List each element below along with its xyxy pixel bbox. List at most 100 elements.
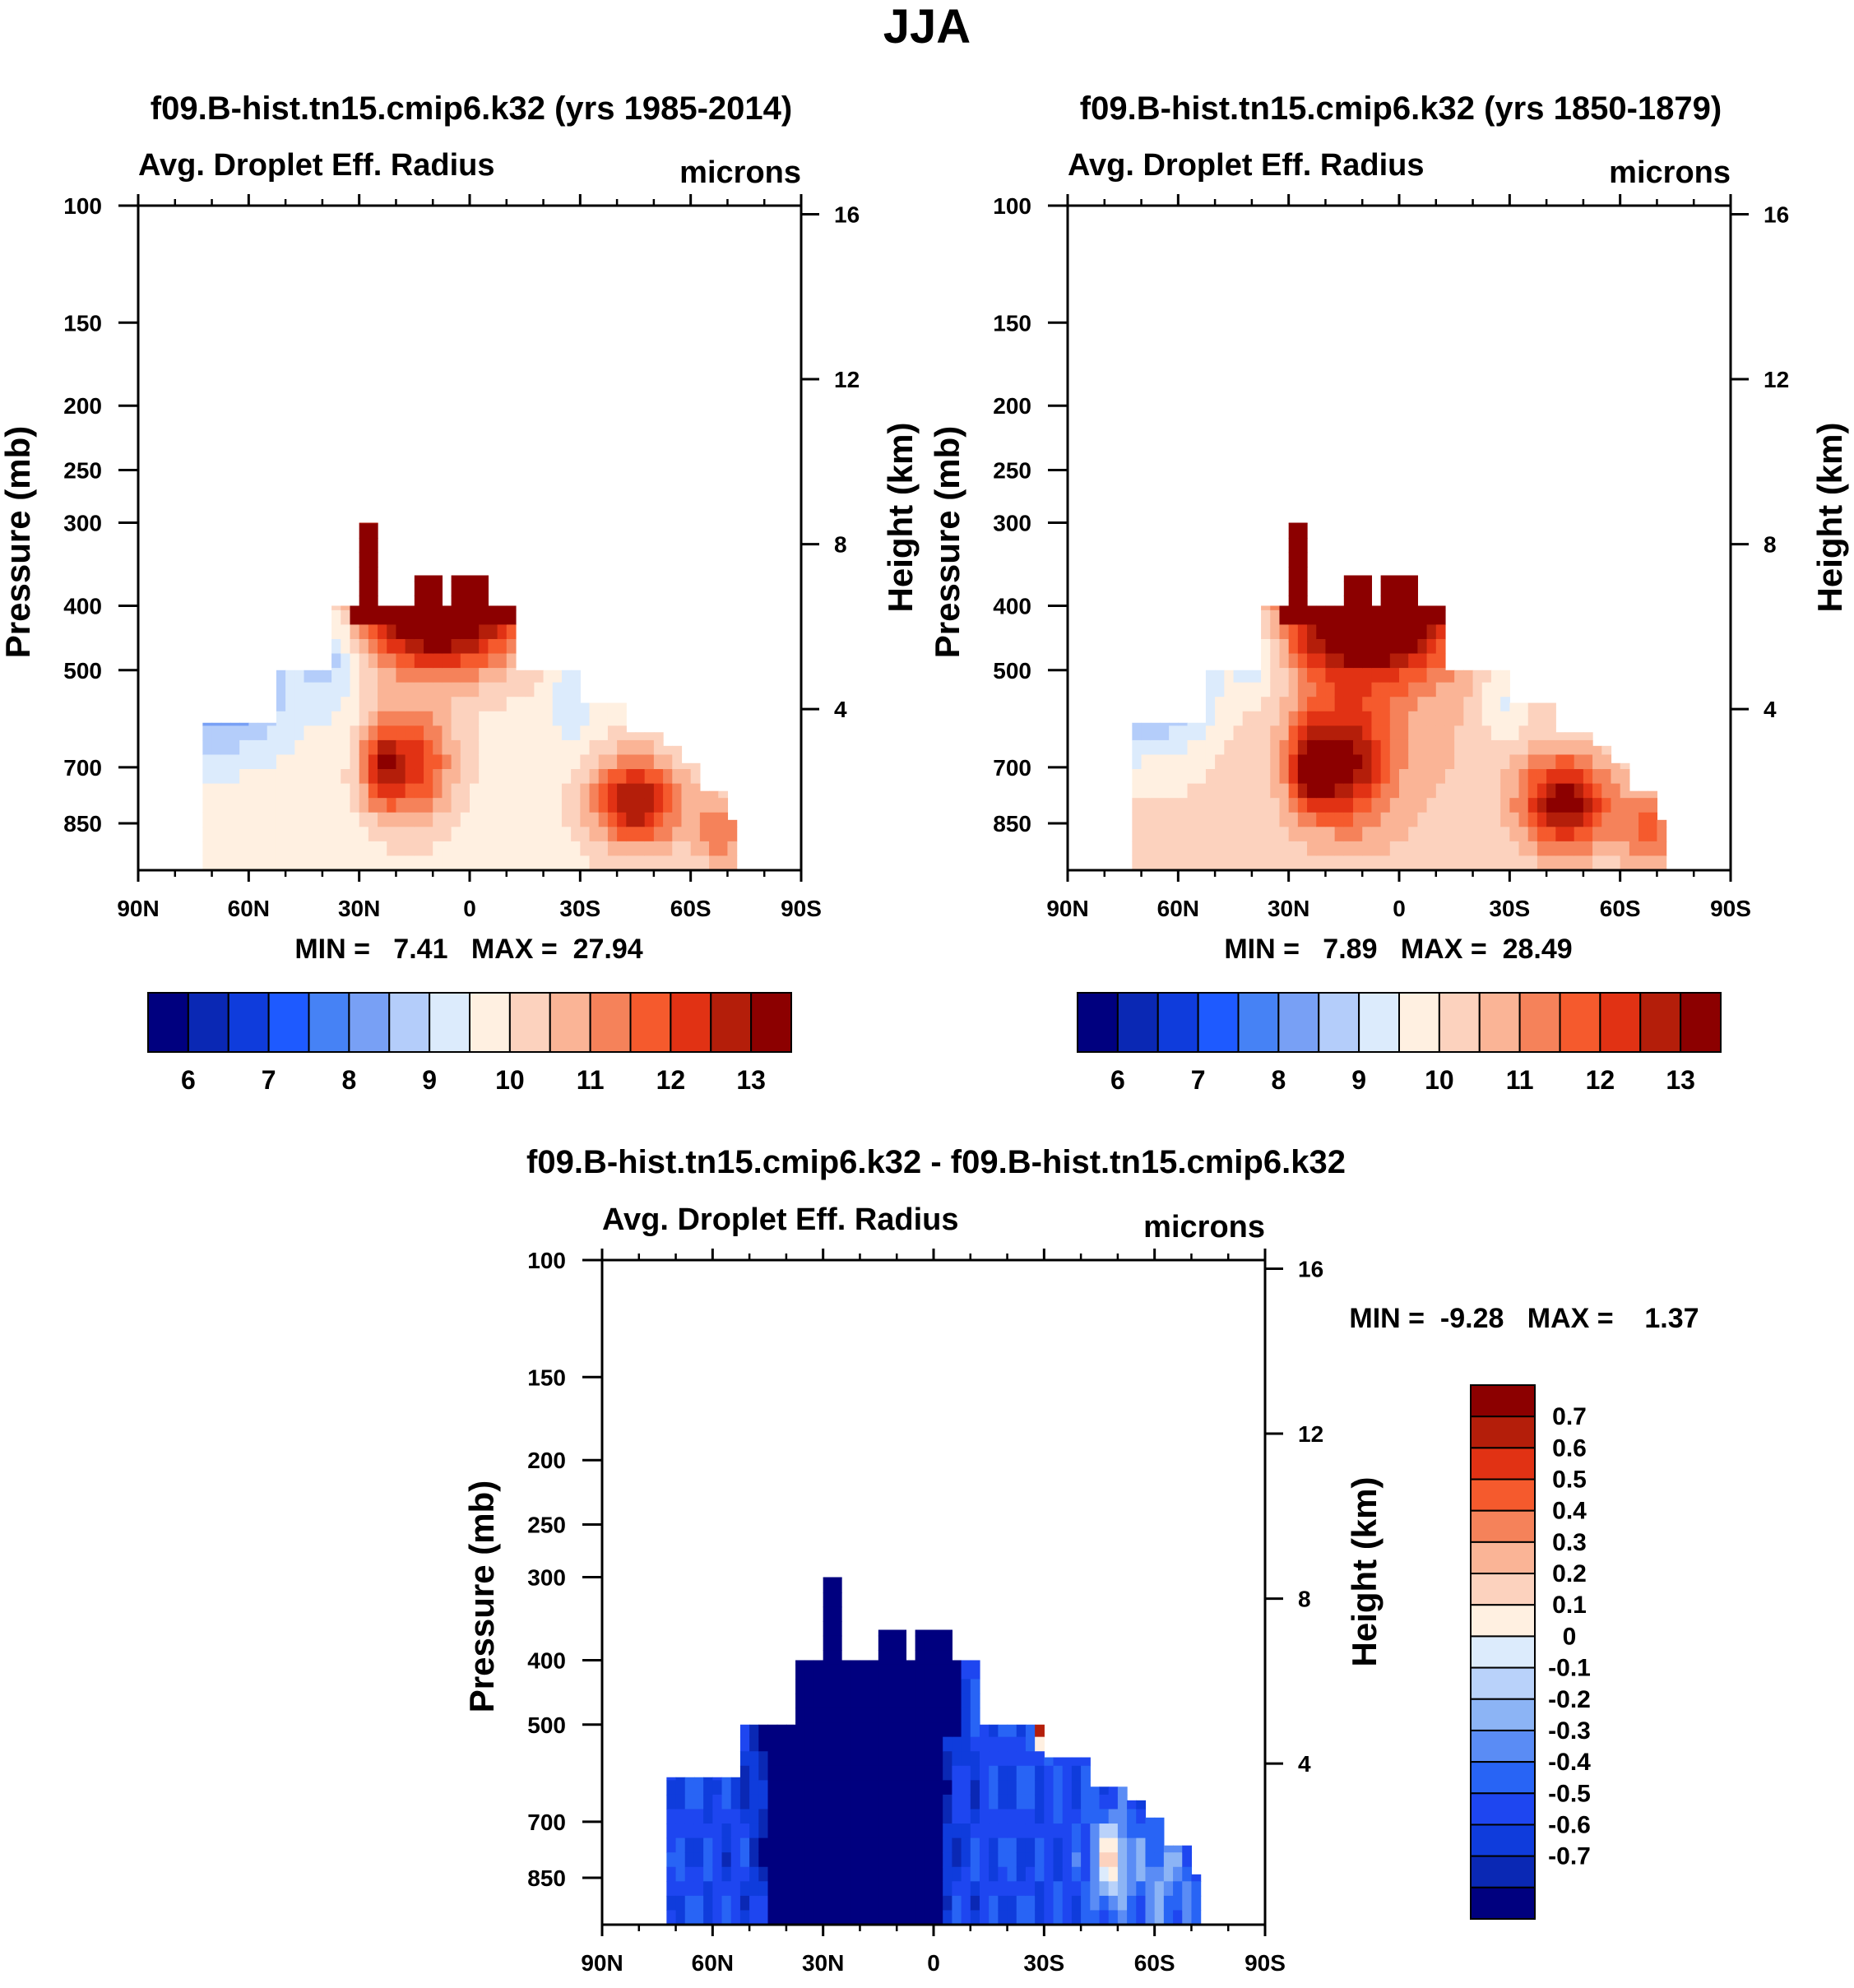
field-cell <box>693 1794 704 1810</box>
field-cell <box>359 609 369 625</box>
field-cell <box>414 739 424 756</box>
field-cell <box>460 653 470 669</box>
field-cell <box>1081 1780 1091 1796</box>
field-cell <box>878 1765 888 1781</box>
field-cell <box>617 841 627 857</box>
field-cell <box>276 754 286 770</box>
field-cell <box>1141 754 1152 770</box>
field-cell <box>229 841 240 857</box>
field-cell <box>1154 1881 1165 1897</box>
field-cell <box>767 1910 778 1925</box>
field-cell <box>479 783 489 799</box>
colorbar-box <box>1197 992 1240 1053</box>
field-cell <box>684 1866 695 1882</box>
field-cell <box>1408 595 1418 611</box>
field-cell <box>1426 812 1437 827</box>
field-cell <box>1325 798 1336 813</box>
field-cell <box>543 827 554 842</box>
field-cell <box>1343 682 1354 697</box>
field-cell <box>1435 653 1446 669</box>
field-cell <box>1288 711 1299 726</box>
field-cell <box>1053 1794 1064 1810</box>
field-cell <box>424 855 433 871</box>
field-cell <box>1270 668 1281 684</box>
field-cell <box>672 855 683 871</box>
field-cell <box>424 581 433 596</box>
x-tick-label: 0 <box>927 1950 940 1976</box>
field-cell <box>267 725 277 741</box>
field-cell <box>786 1837 796 1853</box>
field-cell <box>617 783 627 799</box>
field-cell <box>276 827 286 842</box>
field-cell <box>552 783 563 799</box>
field-cell <box>675 1780 686 1796</box>
y-tick-label: 300 <box>993 511 1031 536</box>
field-cell <box>368 668 378 684</box>
field-cell <box>758 1780 769 1796</box>
field-cell <box>1316 827 1327 842</box>
field-cell <box>460 682 470 697</box>
field-cell <box>1564 769 1575 785</box>
field-cell <box>1071 1765 1082 1781</box>
field-cell <box>943 1650 952 1666</box>
field-cell <box>961 1910 971 1925</box>
field-cell <box>525 697 535 712</box>
field-cell <box>257 812 268 827</box>
field-cell <box>414 769 424 785</box>
field-cell <box>598 725 609 741</box>
field-cell <box>1371 624 1382 640</box>
field-cell <box>470 653 480 669</box>
field-cell <box>350 711 360 726</box>
field-cell <box>294 754 305 770</box>
field-cell <box>1334 725 1345 741</box>
field-cell <box>1316 725 1327 741</box>
field-cell <box>1159 739 1170 756</box>
field-cell <box>832 1866 842 1882</box>
field-cell <box>239 798 249 813</box>
field-cell <box>378 739 387 756</box>
field-cell <box>1297 769 1308 785</box>
field-cell <box>1196 855 1207 871</box>
field-cell <box>934 1765 943 1781</box>
field-cell <box>285 739 295 756</box>
field-cell <box>589 841 600 857</box>
field-cell <box>878 1895 888 1912</box>
field-cell <box>497 697 508 712</box>
field-cell <box>1353 682 1363 697</box>
field-cell <box>322 798 332 813</box>
field-cell <box>1117 1852 1128 1868</box>
field-cell <box>387 739 397 756</box>
field-cell <box>1454 812 1464 827</box>
field-cell <box>943 1895 952 1912</box>
field-cell <box>730 1866 741 1882</box>
field-cell <box>1417 812 1428 827</box>
field-cell <box>823 1635 833 1651</box>
field-cell <box>813 1866 824 1882</box>
colorbar-label: 0 <box>1563 1623 1577 1650</box>
field-cell <box>915 1635 925 1651</box>
field-cell <box>497 855 508 871</box>
field-cell <box>1035 1881 1045 1897</box>
field-cell <box>1426 697 1437 712</box>
field-cell <box>1159 798 1170 813</box>
field-cell <box>304 841 314 857</box>
field-cell <box>1657 819 1667 827</box>
field-cell <box>451 769 461 785</box>
field-cell <box>767 1823 778 1839</box>
field-cell <box>961 1708 971 1723</box>
field-cell <box>534 855 545 871</box>
field-cell <box>341 725 351 741</box>
field-cell <box>1173 1852 1183 1868</box>
field-cell <box>841 1708 851 1723</box>
field-cell <box>248 769 259 785</box>
field-cell <box>690 798 701 813</box>
field-cell <box>1127 1809 1137 1824</box>
field-cell <box>1053 1881 1064 1897</box>
field-cell <box>644 783 655 799</box>
field-cell <box>424 697 433 712</box>
field-cell <box>1399 754 1409 770</box>
field-cell <box>331 798 341 813</box>
field-cell <box>1251 711 1262 726</box>
field-cell <box>239 855 249 871</box>
field-cell <box>832 1895 842 1912</box>
